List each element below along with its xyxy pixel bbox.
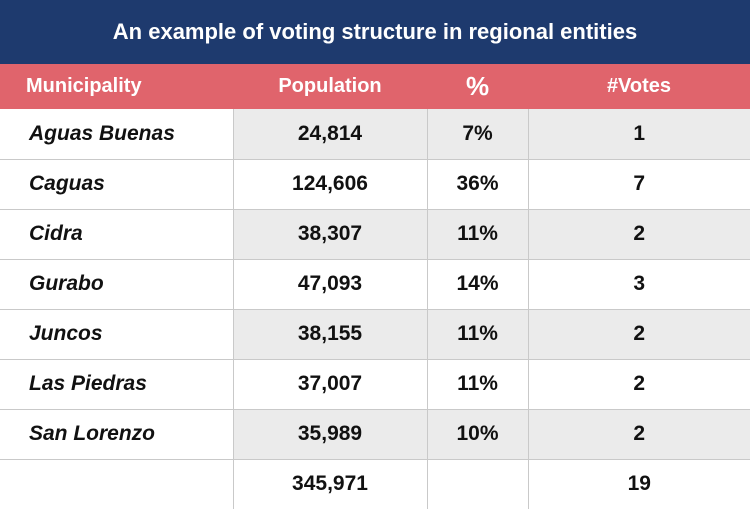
percent-cell: 11% <box>426 358 528 409</box>
table-title: An example of voting structure in region… <box>0 0 750 64</box>
totals-label-cell <box>0 458 233 509</box>
municipality-cell: Las Piedras <box>0 358 233 409</box>
header-percent: % <box>465 71 490 101</box>
totals-row: 345,971 19 <box>0 458 750 509</box>
header-municipality: Municipality <box>26 75 142 97</box>
population-cell: 35,989 <box>232 408 427 459</box>
municipality-cell: Cidra <box>0 208 233 259</box>
percent-cell: 10% <box>426 408 528 459</box>
percent-cell: 14% <box>426 258 528 309</box>
municipality-cell: San Lorenzo <box>0 408 233 459</box>
table-row: Caguas 124,606 36% 7 <box>0 158 750 209</box>
population-cell: 124,606 <box>232 158 427 209</box>
municipality-cell: Caguas <box>0 158 233 209</box>
votes-cell: 2 <box>527 308 750 359</box>
municipality-cell: Gurabo <box>0 258 233 309</box>
table-row: Aguas Buenas 24,814 7% 1 <box>0 109 750 159</box>
total-population-cell: 345,971 <box>232 458 427 509</box>
table-row: San Lorenzo 35,989 10% 2 <box>0 408 750 459</box>
population-cell: 38,155 <box>232 308 427 359</box>
header-votes: #Votes <box>606 75 672 97</box>
table-row: Gurabo 47,093 14% 3 <box>0 258 750 309</box>
votes-cell: 2 <box>527 208 750 259</box>
table-row: Las Piedras 37,007 11% 2 <box>0 358 750 409</box>
population-cell: 24,814 <box>232 109 427 159</box>
municipality-cell: Juncos <box>0 308 233 359</box>
votes-cell: 2 <box>527 358 750 409</box>
votes-cell: 3 <box>527 258 750 309</box>
percent-cell: 11% <box>426 208 528 259</box>
table-row: Juncos 38,155 11% 2 <box>0 308 750 359</box>
table-row: Cidra 38,307 11% 2 <box>0 208 750 259</box>
votes-cell: 7 <box>527 158 750 209</box>
percent-cell: 11% <box>426 308 528 359</box>
population-cell: 37,007 <box>232 358 427 409</box>
population-cell: 38,307 <box>232 208 427 259</box>
percent-cell: 7% <box>426 109 528 159</box>
votes-cell: 2 <box>527 408 750 459</box>
population-cell: 47,093 <box>232 258 427 309</box>
total-percent-cell <box>426 458 528 509</box>
table-header-row: Municipality Population % #Votes <box>0 64 750 109</box>
votes-cell: 1 <box>527 109 750 159</box>
total-votes-cell: 19 <box>527 458 750 509</box>
header-population: Population <box>278 75 382 97</box>
percent-cell: 36% <box>426 158 528 209</box>
municipality-cell: Aguas Buenas <box>29 121 175 145</box>
voting-table: Municipality Population % #Votes Aguas B… <box>0 64 750 509</box>
